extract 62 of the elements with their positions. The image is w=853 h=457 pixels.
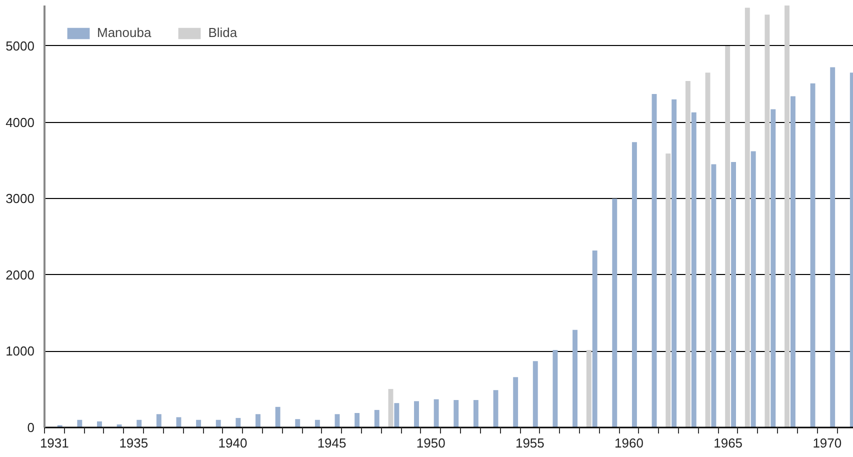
bar bbox=[770, 109, 776, 428]
y-tick-label: 4000 bbox=[6, 114, 34, 130]
bar bbox=[473, 400, 478, 428]
bar bbox=[612, 198, 618, 428]
bar bbox=[394, 403, 400, 428]
bar bbox=[97, 421, 102, 428]
x-tick-label: 1935 bbox=[119, 436, 148, 450]
bar bbox=[731, 162, 736, 428]
bar bbox=[784, 6, 790, 428]
bar bbox=[513, 377, 518, 428]
bar bbox=[572, 330, 578, 428]
bar bbox=[493, 390, 498, 428]
x-tick-label: 1965 bbox=[714, 436, 743, 450]
bar bbox=[136, 420, 142, 428]
bar bbox=[388, 388, 394, 428]
x-tick-label: 1940 bbox=[218, 436, 248, 450]
y-tick-label: 2000 bbox=[6, 267, 34, 282]
bar bbox=[652, 94, 657, 428]
bar bbox=[77, 420, 82, 428]
bar bbox=[830, 67, 836, 428]
bar bbox=[414, 401, 419, 428]
bar bbox=[672, 99, 677, 428]
bar bbox=[586, 350, 592, 428]
bar bbox=[314, 420, 320, 428]
bar bbox=[705, 72, 710, 428]
bar bbox=[552, 350, 558, 428]
y-tick-label: 1000 bbox=[6, 344, 34, 359]
bar bbox=[295, 419, 300, 428]
bar bbox=[532, 361, 538, 428]
bar bbox=[666, 154, 671, 428]
bar bbox=[374, 410, 380, 428]
x-tick-label: 1950 bbox=[416, 436, 446, 450]
x-tick-label: 1931 bbox=[40, 436, 69, 450]
bar bbox=[592, 250, 598, 428]
bar bbox=[256, 414, 260, 428]
bar bbox=[156, 414, 162, 428]
bar bbox=[632, 142, 637, 428]
bar bbox=[354, 413, 360, 428]
bar bbox=[711, 164, 716, 428]
bar bbox=[454, 400, 459, 428]
bar bbox=[434, 399, 439, 428]
y-tick-label: 3000 bbox=[6, 191, 34, 206]
y-tick-label: 0 bbox=[27, 420, 35, 435]
bar bbox=[790, 96, 796, 428]
bar bbox=[196, 420, 202, 428]
x-tick-label: 1955 bbox=[515, 436, 544, 450]
bar bbox=[810, 83, 816, 428]
x-tick-label: 1960 bbox=[614, 436, 644, 450]
bar bbox=[216, 420, 221, 428]
x-tick-label: 1945 bbox=[317, 436, 346, 450]
bar bbox=[725, 46, 730, 428]
bar bbox=[685, 81, 690, 428]
bar bbox=[691, 112, 696, 428]
bar bbox=[236, 418, 241, 428]
legend-label: Blida bbox=[208, 25, 238, 40]
bar bbox=[744, 8, 750, 428]
bar bbox=[764, 14, 770, 428]
y-tick-label: 5000 bbox=[6, 38, 34, 54]
legend-label: Manouba bbox=[97, 25, 152, 40]
x-tick-label: 1970 bbox=[812, 436, 842, 450]
bar bbox=[275, 406, 280, 428]
bar bbox=[750, 151, 756, 428]
